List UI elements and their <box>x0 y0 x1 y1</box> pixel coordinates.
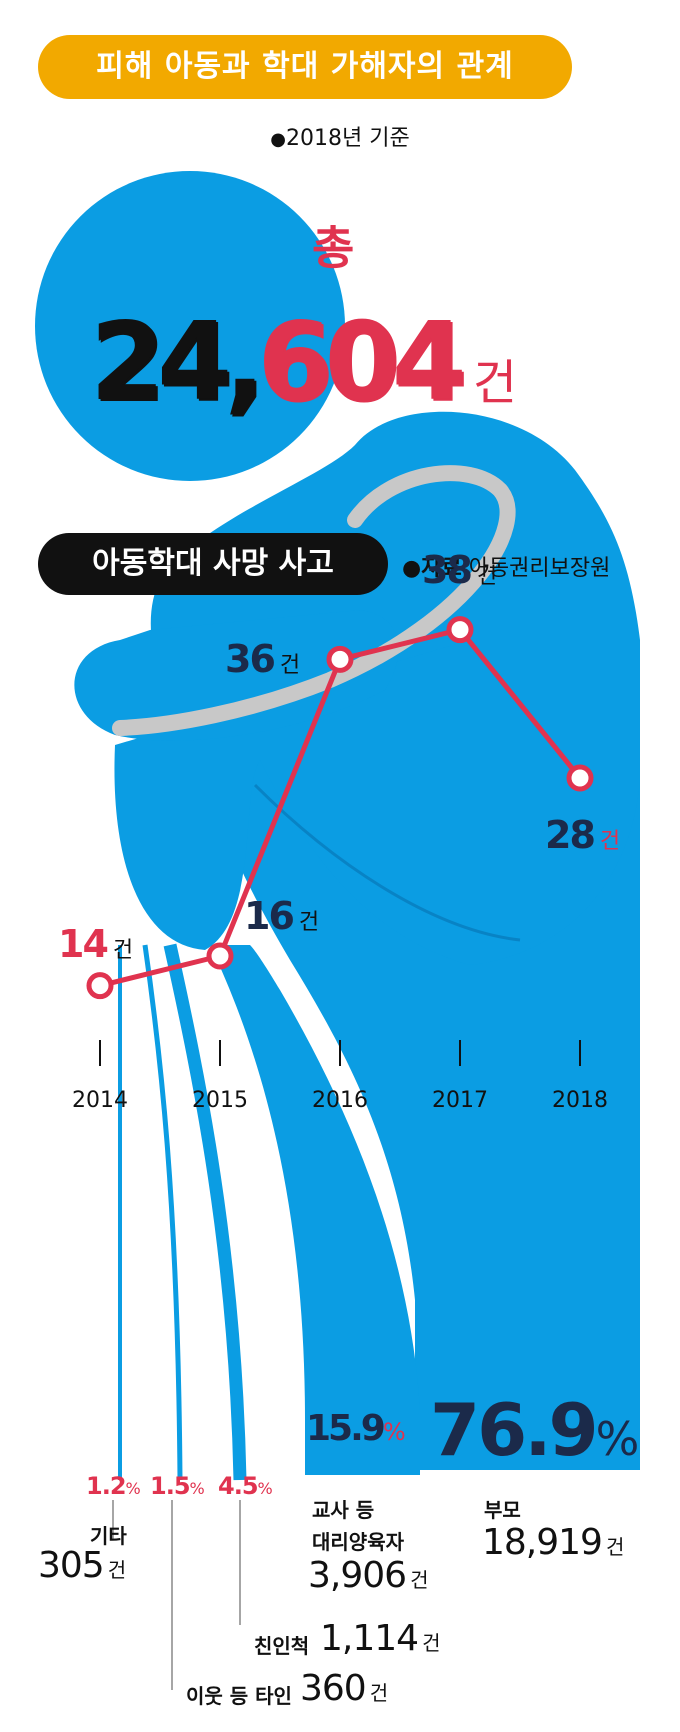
percent-label: 1.2% <box>86 1472 141 1500</box>
total-unit: 건 <box>472 355 517 411</box>
percent-label-large: 76.9% <box>430 1388 639 1472</box>
total-label: 총 <box>312 221 355 275</box>
category-label: 이웃 등 타인 <box>186 1684 292 1708</box>
percent-label-large: 15.9% <box>306 1408 406 1449</box>
bullet-dot-icon: ● <box>270 129 286 150</box>
figure-crease <box>253 783 521 942</box>
data-label: 16 건 <box>244 894 319 938</box>
stream-relative <box>163 943 247 1481</box>
x-tick-label: 2017 <box>432 1088 488 1113</box>
bullet-dot-icon: ● <box>402 556 422 581</box>
data-point <box>86 972 114 1000</box>
data-point <box>446 616 474 644</box>
category-count: 305 건 <box>38 1545 126 1586</box>
count-value: 305 <box>38 1545 105 1586</box>
percent-value: 4.5 <box>218 1472 259 1500</box>
data-label-unit: 건 <box>112 937 134 963</box>
percent-label: 4.5% <box>218 1472 273 1500</box>
category-label: 부모 <box>484 1498 521 1522</box>
percent-sign: % <box>257 1479 273 1498</box>
x-tick-label: 2015 <box>192 1088 248 1113</box>
total-value-char: 2 <box>90 300 165 425</box>
percent-sign: % <box>189 1479 205 1498</box>
percent-label: 1.5% <box>150 1472 205 1500</box>
count-value: 360 <box>300 1668 367 1709</box>
deaths-title-banner: 아동학대 사망 사고 <box>38 533 388 595</box>
data-label: 28 건 <box>545 813 620 857</box>
total-value-char: 4 <box>157 300 232 425</box>
data-point <box>206 942 234 970</box>
category-count: 360 건 <box>300 1668 388 1709</box>
percent-sign: % <box>382 1418 406 1446</box>
percent-sign: % <box>125 1479 141 1498</box>
category-label: 교사 등 <box>312 1498 375 1522</box>
data-point <box>326 645 354 673</box>
total-figure: 24,604 건 <box>90 300 517 425</box>
data-label-value: 36 <box>225 637 276 682</box>
percent-sign: % <box>595 1412 640 1466</box>
percent-value: 15.9 <box>306 1408 386 1449</box>
data-label: 38 건 <box>422 548 497 592</box>
count-value: 18,919 <box>482 1522 603 1563</box>
basis-note: ●2018년 기준 <box>0 120 680 152</box>
stream-neighbor <box>142 944 183 1481</box>
title-banner: 피해 아동과 학대 가해자의 관계 <box>38 35 572 99</box>
figure-arm <box>74 610 399 741</box>
data-label-unit: 건 <box>279 653 301 679</box>
percent-value: 1.5 <box>150 1472 191 1500</box>
category-count: 3,906 건 <box>308 1555 428 1596</box>
data-label: 14 건 <box>58 922 133 966</box>
category-count: 1,114 건 <box>320 1618 440 1659</box>
data-label-value: 38 <box>422 547 473 592</box>
source-text: 아동권리보장원 <box>468 556 611 581</box>
data-label: 36 건 <box>225 637 300 681</box>
figure-band <box>112 465 516 736</box>
basis-text: 2018년 기준 <box>286 126 410 151</box>
count-value: 3,906 <box>308 1555 407 1596</box>
x-tick-label: 2018 <box>552 1088 608 1113</box>
data-label-value: 28 <box>545 813 596 857</box>
percent-value: 1.2 <box>86 1472 127 1500</box>
x-tick-label: 2016 <box>312 1088 368 1113</box>
series-line <box>99 627 582 989</box>
data-label-unit: 건 <box>298 910 320 935</box>
total-value-char: 0 <box>324 300 400 425</box>
count-unit: 건 <box>422 1631 440 1655</box>
data-point <box>566 764 594 792</box>
data-label-value: 14 <box>58 921 109 966</box>
stream-teacher <box>210 945 420 1475</box>
total-value-char: 4 <box>391 300 467 425</box>
count-value: 1,114 <box>320 1618 419 1659</box>
source-note: ●자료 아동권리보장원 <box>402 550 610 582</box>
x-tick-label: 2014 <box>72 1088 128 1113</box>
total-value-char: 6 <box>257 300 332 425</box>
category-count: 18,919 건 <box>482 1522 624 1563</box>
count-unit: 건 <box>107 1558 126 1582</box>
source-label: 자료 <box>421 556 462 581</box>
figure-head <box>35 171 345 481</box>
count-unit: 건 <box>410 1568 428 1592</box>
total-value: 24,604 <box>90 300 467 425</box>
count-unit: 건 <box>369 1681 388 1705</box>
percent-value: 76.9 <box>430 1388 599 1472</box>
category-label: 친인척 <box>254 1634 310 1658</box>
data-label-unit: 건 <box>476 563 498 589</box>
category-label: 대리양육자 <box>312 1530 404 1554</box>
category-label: 기타 <box>90 1524 127 1548</box>
count-unit: 건 <box>605 1535 624 1559</box>
data-label-unit: 건 <box>599 829 621 854</box>
data-label-value: 16 <box>244 894 295 938</box>
